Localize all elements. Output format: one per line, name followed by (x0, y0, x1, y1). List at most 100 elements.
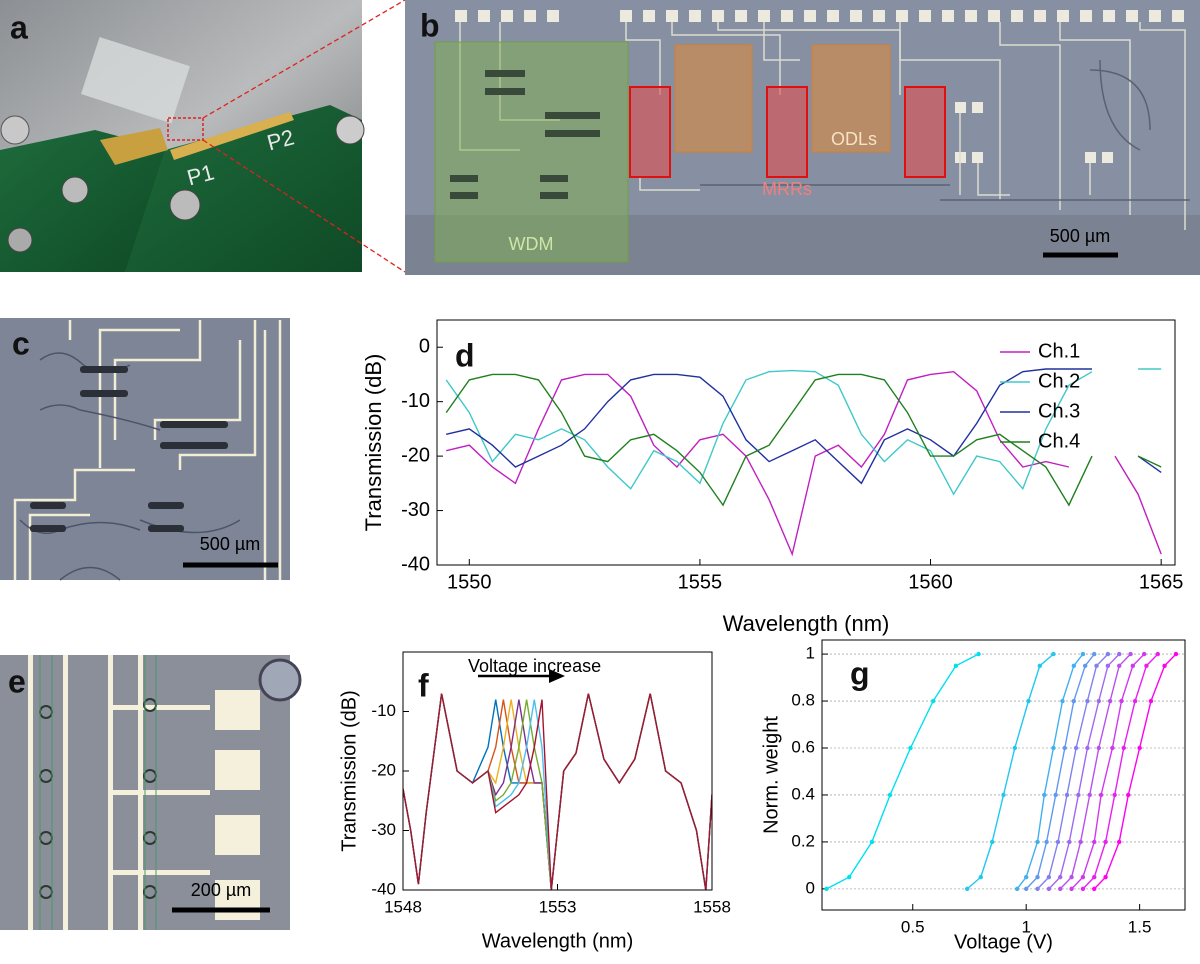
point (1051, 745, 1056, 751)
point (930, 698, 936, 704)
point (1076, 792, 1081, 798)
point (1069, 874, 1074, 880)
odl-region (811, 44, 891, 153)
point (953, 663, 959, 669)
point (1105, 663, 1111, 669)
series-group (403, 693, 712, 890)
legend-label: Ch.3 (1038, 400, 1080, 422)
x-tick-label: 1548 (384, 897, 422, 916)
x-tick-label: 0.5 (901, 917, 925, 936)
point (1055, 839, 1061, 845)
x-tick-label: 1550 (447, 571, 492, 593)
x-tick-label: 1560 (908, 571, 953, 593)
fiber-block (81, 36, 190, 124)
y-axis-label: Norm. weight (760, 716, 782, 834)
point (1105, 651, 1111, 657)
photo-c: 500 µm c (0, 318, 290, 581)
point (1103, 839, 1108, 845)
point (1080, 886, 1086, 892)
plot-frame (821, 639, 1186, 911)
x-axis-label: Wavelength (nm) (482, 930, 634, 952)
point (1092, 886, 1097, 892)
y-axis-label: Transmission (dB) (338, 690, 360, 852)
point (1058, 886, 1063, 892)
point (965, 886, 970, 892)
x-tick-label: 1553 (539, 897, 577, 916)
point (989, 839, 995, 845)
point (978, 874, 984, 880)
legend-label: Ch.1 (1038, 340, 1080, 362)
point (1053, 792, 1058, 798)
point (1173, 651, 1179, 657)
screw (169, 189, 201, 221)
point (1071, 663, 1077, 669)
panel-label: f (418, 667, 429, 703)
point (1103, 874, 1108, 880)
point (1012, 745, 1018, 751)
chart: 0 -10 -20 -30 -40 1550 1555 1560 1565 Wavelength … (361, 319, 1183, 636)
point (1092, 651, 1097, 657)
point (1085, 698, 1090, 704)
pads (170, 112, 294, 160)
point (869, 839, 875, 845)
point (1119, 698, 1124, 704)
series-line (445, 373, 1162, 507)
y-tick-label: -20 (371, 760, 396, 779)
x-axis-label: Wavelength (nm) (723, 611, 890, 636)
point (1132, 698, 1138, 704)
mrr-region (766, 86, 808, 178)
defect (258, 658, 302, 702)
point (1082, 663, 1088, 669)
point (1085, 745, 1090, 751)
y-tick-label: -40 (401, 553, 430, 575)
series-line (445, 368, 1162, 496)
point (1098, 792, 1104, 798)
point (1069, 886, 1074, 892)
point (1092, 839, 1097, 845)
series-line (1059, 653, 1132, 890)
point (1080, 651, 1086, 657)
panel-label: g (850, 655, 870, 691)
panel-label: c (12, 325, 30, 361)
point (1014, 886, 1020, 892)
point (1023, 874, 1029, 880)
point (1144, 663, 1149, 669)
point (1078, 839, 1083, 845)
plot-frame (402, 651, 713, 891)
point (1062, 745, 1067, 751)
point (1130, 663, 1136, 669)
y-tick-label: -40 (371, 879, 396, 898)
zoom-line (202, 139, 406, 273)
point (1037, 663, 1043, 669)
point (1092, 874, 1097, 880)
point (1110, 745, 1115, 751)
screw (0, 115, 30, 145)
x-axis-label: Voltage (V) (954, 931, 1053, 953)
y-tick-label: -10 (371, 701, 396, 720)
y-tick-label: 0.6 (791, 737, 815, 756)
legend-label: Ch.2 (1038, 370, 1080, 392)
panel-label: d (455, 337, 475, 373)
point (847, 874, 852, 880)
series-line (446, 368, 1162, 485)
series-line (1082, 653, 1159, 890)
point (976, 651, 981, 657)
point (1117, 839, 1122, 845)
series-line (446, 370, 1162, 557)
region-label: ODLs (831, 129, 877, 149)
point (1096, 745, 1101, 751)
point (1096, 698, 1101, 704)
point (1126, 792, 1131, 798)
y-tick-label: 1 (806, 644, 815, 663)
point (908, 745, 913, 751)
series-line (1016, 653, 1084, 890)
waveguides (700, 59, 1190, 201)
point (1026, 698, 1031, 704)
wires (13, 320, 282, 580)
y-tick-label: -10 (401, 390, 430, 412)
point (1046, 874, 1052, 880)
point (1080, 874, 1086, 880)
electrodes (28, 655, 260, 930)
pads (455, 10, 1184, 163)
y-tick-label: 0 (806, 878, 815, 897)
